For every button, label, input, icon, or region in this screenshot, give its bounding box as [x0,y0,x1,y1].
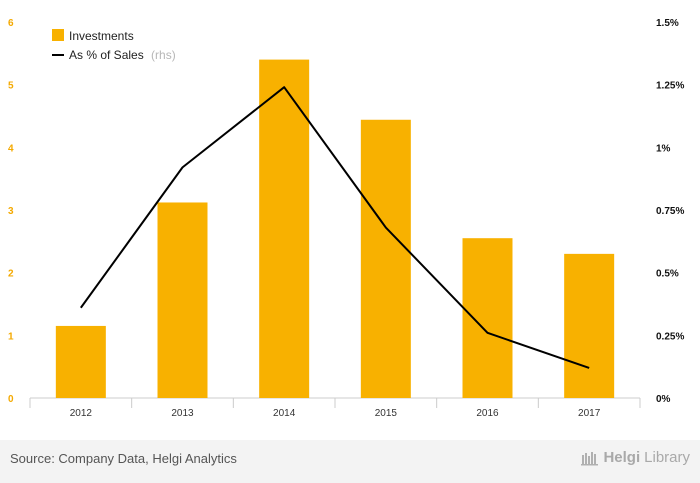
bar-investments [564,253,615,398]
footer: Source: Company Data, Helgi Analytics He… [0,440,700,483]
y-right-tick-label: 0.25% [656,331,684,342]
bar-investments [360,119,411,398]
y-left-tick-label: 2 [8,269,14,280]
brand-light: Library [644,449,690,466]
y-left-tick-label: 1 [8,331,14,342]
y-right-tick-label: 0.75% [656,206,684,217]
line-layer [80,86,590,369]
x-tick-label: 2013 [171,408,194,419]
x-tick-label: 2015 [375,408,398,419]
legend-investments-swatch [52,29,64,41]
bar-investments [462,238,513,398]
brand-bold: Helgi [603,449,641,466]
legend-sales-label: As % of Sales (rhs) [69,48,176,62]
y-left-tick-label: 4 [8,143,14,154]
axes-layer: 0 1 2 3 4 5 6 0% 0.25% 0.5% 0.75% 1% 1.25% 1.5% 2012 20… [8,18,684,419]
x-tick-label: 2017 [578,408,601,419]
legend-investments-label: Investments [69,29,134,43]
line-sales-share [80,86,590,369]
y-right-tick-label: 1.25% [656,81,684,92]
legend-sales-text: As % of Sales [69,48,144,62]
x-tick-label: 2016 [476,408,499,419]
bar-investments [157,202,208,398]
y-left-tick-label: 5 [8,81,14,92]
legend-rhs-text: (rhs) [151,48,176,62]
source-text: Source: Company Data, Helgi Analytics [10,451,237,466]
y-right-tick-label: 1.5% [656,18,679,29]
legend: Investments As % of Sales (rhs) [52,29,176,62]
y-left-tick-label: 0 [8,394,14,405]
library-icon [581,451,599,465]
x-tick-label: 2012 [70,408,93,419]
x-tick-label: 2014 [273,408,296,419]
y-left-tick-label: 6 [8,18,14,29]
y-right-tick-label: 1% [656,143,671,154]
bar-investments [55,325,106,398]
y-right-tick-label: 0.5% [656,269,679,280]
bar-investments [259,59,310,398]
bars-layer [55,59,615,398]
helgi-library-logo: Helgi Library [581,449,690,466]
y-left-tick-label: 3 [8,206,14,217]
y-right-tick-label: 0% [656,394,671,405]
